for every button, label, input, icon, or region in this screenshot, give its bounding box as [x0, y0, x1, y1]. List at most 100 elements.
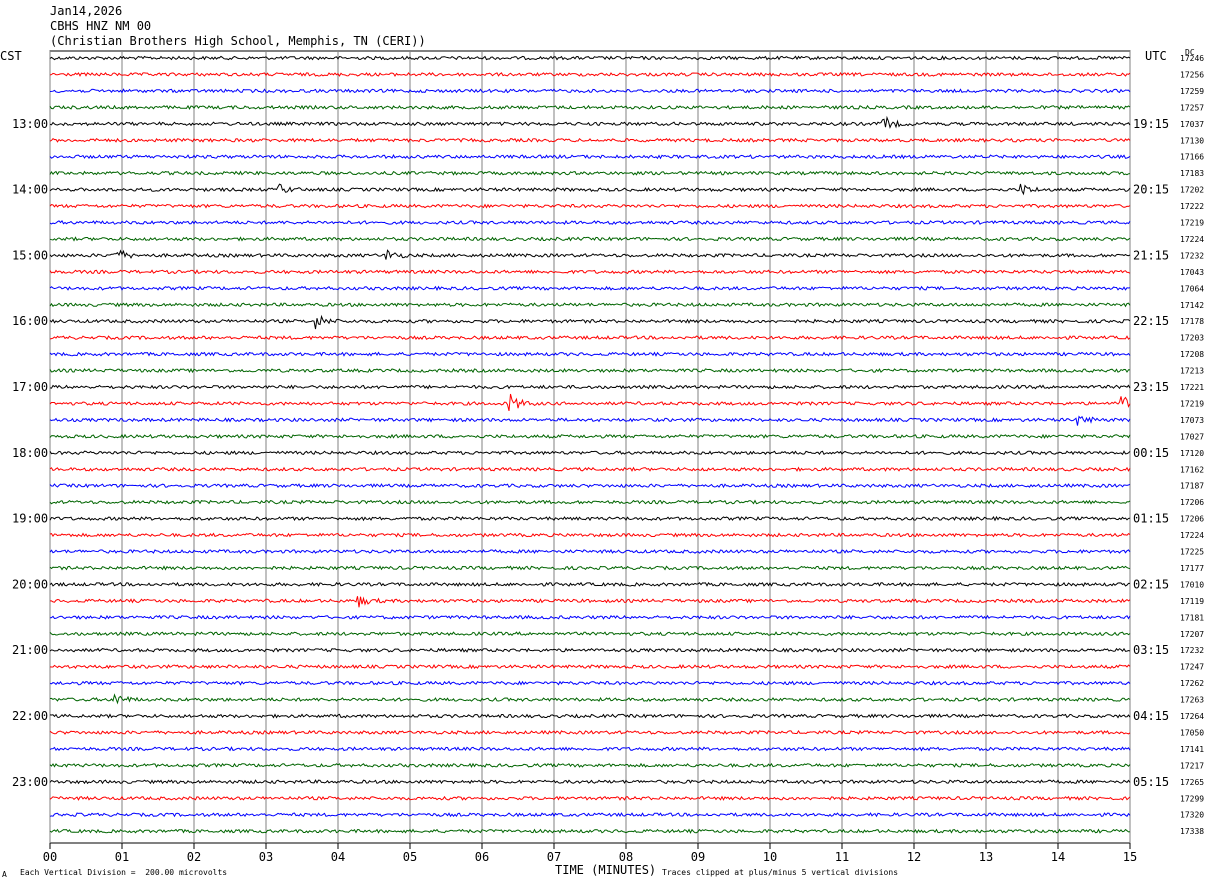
- dc-value-label: 17010: [1180, 580, 1204, 589]
- dc-value-label: 17213: [1180, 367, 1204, 376]
- trace-line: [49, 729, 1131, 735]
- utc-hour-label: 23:15: [1133, 380, 1169, 394]
- x-tick-label: 00: [43, 850, 57, 864]
- utc-hour-label: 02:15: [1133, 577, 1169, 591]
- clip-note: Traces clipped at plus/minus 5 vertical …: [662, 868, 899, 877]
- dc-value-label: 17206: [1180, 515, 1204, 524]
- x-tick-label: 02: [187, 850, 201, 864]
- dc-value-label: 17050: [1180, 728, 1204, 737]
- cst-hour-label: 21:00: [12, 643, 48, 657]
- dc-value-label: 17208: [1180, 350, 1204, 359]
- utc-hour-label: 19:15: [1133, 117, 1169, 131]
- dc-value-label: 17217: [1180, 761, 1204, 770]
- dc-value-label: 17187: [1180, 482, 1204, 491]
- x-tick-label: 08: [619, 850, 633, 864]
- grid: [49, 50, 1131, 849]
- utc-axis-label: UTC: [1145, 49, 1167, 63]
- trace-line: [49, 203, 1131, 209]
- dc-value-label: 17320: [1180, 811, 1204, 820]
- trace-line: [49, 71, 1131, 77]
- trace-line: [49, 170, 1131, 176]
- dc-value-label: 17027: [1180, 432, 1204, 441]
- trace-line: [49, 236, 1131, 242]
- cst-axis-label: CST: [0, 49, 22, 63]
- traces: [49, 55, 1131, 834]
- dc-value-label: 17247: [1180, 663, 1204, 672]
- utc-hour-label: 00:15: [1133, 446, 1169, 460]
- utc-hour-label: 20:15: [1133, 183, 1169, 197]
- axis-labels: 00 01 02 03 04 05 06 07 08 09 10 11 12 13 14 15 17246 172…: [0, 48, 1204, 864]
- dc-value-label: 17178: [1180, 317, 1204, 326]
- trace-line: [49, 104, 1131, 110]
- trace-line: [49, 664, 1131, 670]
- utc-hour-label: 05:15: [1133, 775, 1169, 789]
- x-tick-label: 15: [1123, 850, 1137, 864]
- trace-line: [49, 115, 1131, 129]
- dc-value-label: 17265: [1180, 778, 1204, 787]
- trace-line: [49, 314, 1131, 330]
- cst-hour-label: 20:00: [12, 577, 48, 591]
- dc-value-label: 17206: [1180, 498, 1204, 507]
- x-tick-label: 05: [403, 850, 417, 864]
- dc-value-label: 17202: [1180, 186, 1204, 195]
- trace-line: [49, 285, 1131, 292]
- dc-value-label: 17221: [1180, 383, 1204, 392]
- utc-hour-label: 03:15: [1133, 643, 1169, 657]
- trace-line: [49, 680, 1131, 686]
- dc-value-label: 17166: [1180, 153, 1204, 162]
- trace-line: [50, 596, 1131, 608]
- dc-value-label: 17043: [1180, 268, 1204, 277]
- x-tick-label: 01: [115, 850, 129, 864]
- x-axis-title: TIME (MINUTES): [555, 863, 657, 877]
- trace-line: [49, 154, 1131, 160]
- x-tick-label: 09: [691, 850, 705, 864]
- trace-line: [49, 466, 1131, 472]
- x-tick-label: 07: [547, 850, 561, 864]
- dc-value-label: 17203: [1180, 334, 1204, 343]
- trace-line: [49, 384, 1131, 390]
- trace-line: [49, 647, 1131, 653]
- x-tick-label: 14: [1051, 850, 1065, 864]
- trace-line: [49, 515, 1131, 522]
- dc-value-label: 17338: [1180, 827, 1204, 836]
- utc-hour-label: 04:15: [1133, 709, 1169, 723]
- trace-line: [49, 795, 1131, 801]
- x-tick-label: 12: [907, 850, 921, 864]
- dc-value-label: 17119: [1180, 597, 1204, 606]
- trace-line: [49, 532, 1131, 538]
- trace-line: [49, 762, 1131, 769]
- cst-hour-label: 18:00: [12, 446, 48, 460]
- trace-line: [49, 393, 1131, 412]
- plot-date: Jan14,2026: [50, 4, 123, 18]
- trace-line: [49, 219, 1131, 225]
- utc-hour-label: 22:15: [1133, 314, 1169, 328]
- dc-value-label: 17219: [1180, 219, 1204, 228]
- dc-value-label: 17263: [1180, 696, 1204, 705]
- dc-value-label: 17259: [1180, 87, 1204, 96]
- trace-line: [49, 713, 1131, 719]
- trace-line: [49, 335, 1131, 341]
- dc-value-label: 17219: [1180, 399, 1204, 408]
- trace-line: [49, 55, 1131, 61]
- trace-line: [49, 483, 1131, 489]
- x-tick-label: 10: [763, 850, 777, 864]
- dc-value-label: 17232: [1180, 646, 1204, 655]
- trace-line: [49, 779, 1131, 785]
- division-note: Each Vertical Division = 200.00 microvol…: [20, 868, 228, 877]
- dc-value-label: 17264: [1180, 712, 1204, 721]
- x-tick-label: 13: [979, 850, 993, 864]
- dc-value-label: 17207: [1180, 630, 1204, 639]
- cst-hour-label: 17:00: [12, 380, 48, 394]
- trace-line: [49, 367, 1131, 374]
- x-tick-label: 11: [835, 850, 849, 864]
- dc-value-label: 17246: [1180, 54, 1204, 63]
- trace-line: [49, 549, 1131, 555]
- dc-value-label: 17232: [1180, 251, 1204, 260]
- cst-hour-label: 14:00: [12, 183, 48, 197]
- trace-line: [49, 433, 1131, 439]
- dc-value-label: 17162: [1180, 465, 1204, 474]
- dc-value-label: 17181: [1180, 613, 1204, 622]
- cst-hour-label: 19:00: [12, 512, 48, 526]
- dc-value-label: 17064: [1180, 284, 1204, 293]
- station-code: CBHS HNZ NM 00: [50, 19, 152, 33]
